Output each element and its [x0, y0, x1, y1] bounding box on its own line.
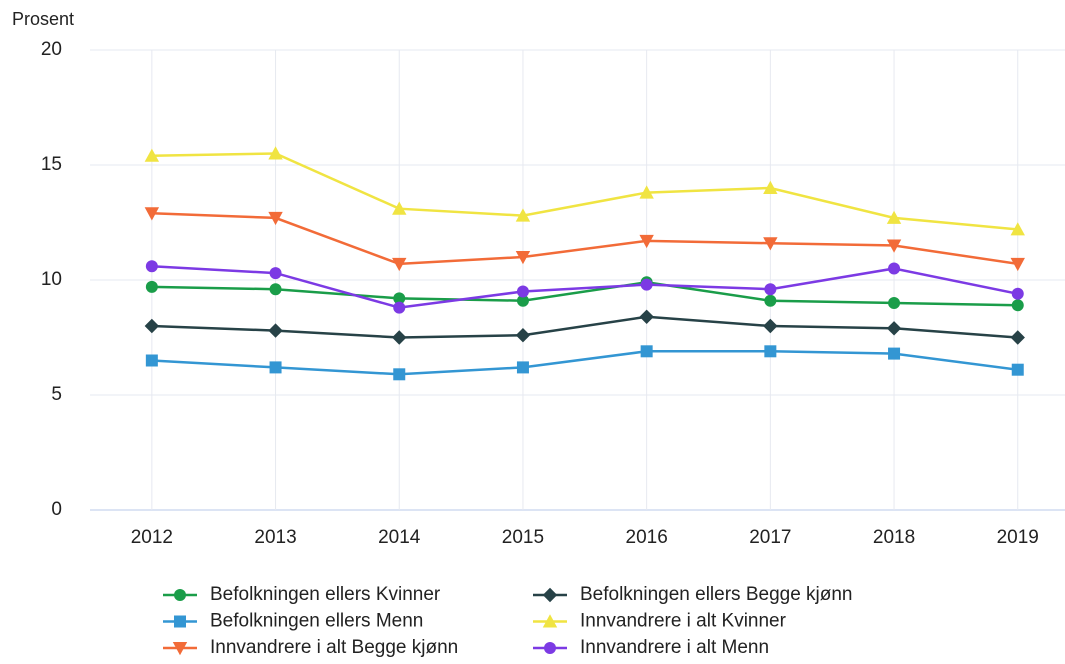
marker	[268, 146, 283, 160]
line	[151, 315, 1018, 339]
x-tick-label: 2015	[502, 527, 544, 548]
marker	[763, 318, 778, 334]
marker	[1010, 257, 1025, 272]
marker	[174, 615, 186, 628]
marker	[516, 285, 529, 298]
y-axis-label: Prosent	[12, 9, 74, 29]
marker	[392, 257, 407, 272]
marker	[174, 589, 186, 601]
line	[151, 212, 1018, 266]
x-tick-label: 2013	[254, 527, 296, 548]
marker	[515, 328, 531, 343]
marker	[888, 347, 901, 360]
y-tick-label: 20	[41, 39, 62, 60]
marker	[516, 361, 529, 374]
legend-label: Befolkningen ellers Begge kjønn	[580, 584, 853, 605]
marker	[886, 210, 902, 224]
marker	[145, 354, 158, 367]
x-tick-label: 2018	[873, 527, 915, 548]
x-tick-label: 2017	[749, 527, 791, 548]
marker	[268, 211, 283, 226]
marker	[144, 207, 160, 221]
marker	[888, 262, 901, 275]
marker	[888, 297, 901, 309]
marker	[392, 330, 407, 345]
marker	[1011, 299, 1024, 312]
marker	[544, 642, 556, 654]
legend-label: Innvandrere i alt Begge kjønn	[210, 637, 458, 658]
marker	[764, 283, 777, 296]
marker	[1011, 363, 1024, 376]
marker	[1010, 222, 1025, 236]
marker	[542, 587, 558, 603]
x-tick-label: 2016	[626, 527, 668, 548]
marker	[392, 201, 407, 215]
marker	[393, 292, 406, 305]
marker	[516, 294, 529, 307]
x-tick-label: 2014	[378, 527, 421, 548]
marker	[393, 301, 406, 314]
x-tick-label: 2019	[997, 527, 1039, 548]
x-tick-label: 2012	[131, 527, 173, 548]
y-tick-label: 5	[51, 384, 62, 405]
marker	[886, 321, 902, 336]
marker	[269, 361, 282, 374]
marker	[639, 185, 654, 199]
legend-label: Befolkningen ellers Menn	[210, 611, 423, 632]
marker	[542, 614, 558, 628]
marker	[640, 345, 653, 358]
legend-label: Innvandrere i alt Kvinner	[580, 611, 787, 632]
marker	[144, 148, 160, 162]
marker	[763, 180, 778, 194]
line	[151, 152, 1018, 231]
marker	[515, 251, 531, 265]
marker	[393, 368, 406, 381]
marker	[764, 345, 777, 358]
line	[151, 281, 1018, 307]
marker	[640, 278, 653, 291]
marker	[145, 260, 158, 273]
marker	[639, 234, 654, 249]
marker	[172, 642, 188, 656]
marker	[269, 267, 282, 280]
marker	[145, 280, 158, 293]
y-tick-label: 15	[41, 154, 62, 175]
marker	[886, 239, 902, 253]
marker	[269, 283, 282, 296]
marker	[764, 294, 777, 307]
y-tick-label: 0	[51, 499, 62, 520]
y-tick-label: 10	[41, 269, 62, 290]
legend-label: Befolkningen ellers Kvinner	[210, 584, 441, 605]
legend-label: Innvandrere i alt Menn	[580, 637, 769, 658]
marker	[1010, 330, 1025, 345]
line	[151, 350, 1018, 376]
marker	[1011, 287, 1024, 300]
marker	[639, 309, 654, 324]
marker	[268, 323, 283, 338]
marker	[515, 208, 531, 222]
line	[151, 264, 1019, 309]
marker	[763, 237, 778, 251]
marker	[144, 318, 160, 334]
